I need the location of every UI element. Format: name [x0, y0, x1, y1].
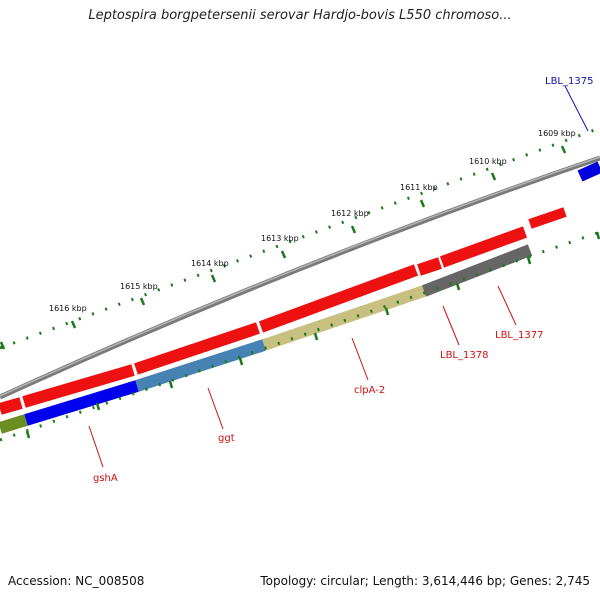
major-tick	[526, 256, 532, 265]
leader-line	[497, 285, 517, 326]
outer-major-ticks	[0, 145, 567, 350]
gene-feature-red[interactable]	[417, 257, 442, 276]
tick-label: 1610 kbp	[469, 157, 507, 166]
leader-line	[88, 425, 104, 468]
map-title: Leptospira borgpetersenii serovar Hardjo…	[88, 8, 512, 23]
major-tick	[168, 380, 174, 389]
major-tick	[25, 430, 31, 439]
major-tick	[313, 332, 319, 341]
outer-tick-ring	[0, 126, 600, 350]
major-tick	[350, 225, 357, 234]
tick-label: 1616 kbp	[49, 304, 87, 313]
accession-text: Accession: NC_008508	[8, 574, 145, 588]
major-tick	[95, 402, 101, 411]
forward-strand-track	[0, 161, 600, 415]
major-tick	[238, 357, 244, 366]
gene-feature-red[interactable]	[22, 364, 135, 408]
major-tick	[595, 231, 600, 240]
genome-summary-text: Topology: circular; Length: 3,614,446 bp…	[260, 574, 590, 588]
gene-feature-red[interactable]	[0, 397, 23, 415]
gene-feature-gshA[interactable]	[24, 380, 139, 426]
gene-feature-lbl-1377[interactable]	[421, 244, 533, 297]
gene-label[interactable]: clpA-2	[354, 385, 385, 396]
major-tick	[210, 274, 217, 283]
genome-backbone	[0, 155, 600, 400]
major-tick	[70, 320, 77, 329]
tick-label: 1612 kbp	[331, 209, 369, 218]
reverse-strand-track	[0, 244, 533, 434]
leader-line	[351, 337, 369, 381]
leader-line	[442, 305, 460, 346]
major-tick	[0, 341, 6, 350]
gene-feature-lbl-1375[interactable]	[577, 161, 600, 182]
leader-line	[564, 85, 589, 132]
gene-feature-clpa-2[interactable]	[262, 285, 426, 351]
gene-feature-red[interactable]	[134, 322, 260, 375]
major-tick	[280, 250, 287, 259]
gene-feature-red[interactable]	[528, 207, 567, 229]
gene-label[interactable]: LBL_1377	[495, 330, 543, 341]
gene-label[interactable]: LBL_1378	[440, 350, 488, 361]
gene-feature-red[interactable]	[439, 226, 528, 268]
major-tick	[139, 297, 146, 306]
tick-label: 1611 kbp	[400, 183, 438, 192]
gene-feature-red[interactable]	[258, 264, 419, 333]
gene-label[interactable]: LBL_1375	[545, 76, 593, 87]
major-tick	[384, 307, 390, 316]
major-tick	[490, 172, 497, 181]
tick-label: 1609 kbp	[538, 129, 576, 138]
gene-label[interactable]: gshA	[93, 473, 118, 484]
major-tick	[560, 145, 567, 154]
tick-label: 1614 kbp	[191, 259, 229, 268]
gene-feature-olive[interactable]	[0, 414, 28, 434]
leader-line	[207, 387, 224, 430]
gene-feature-ggt[interactable]	[135, 339, 266, 392]
gene-label[interactable]: ggt	[218, 433, 235, 444]
outer-minor-ticks	[0, 126, 600, 350]
inner-major-ticks	[25, 231, 600, 439]
tick-label: 1613 kbp	[261, 234, 299, 243]
tick-label: 1615 kbp	[120, 282, 158, 291]
major-tick	[455, 282, 461, 291]
major-tick	[419, 199, 426, 208]
